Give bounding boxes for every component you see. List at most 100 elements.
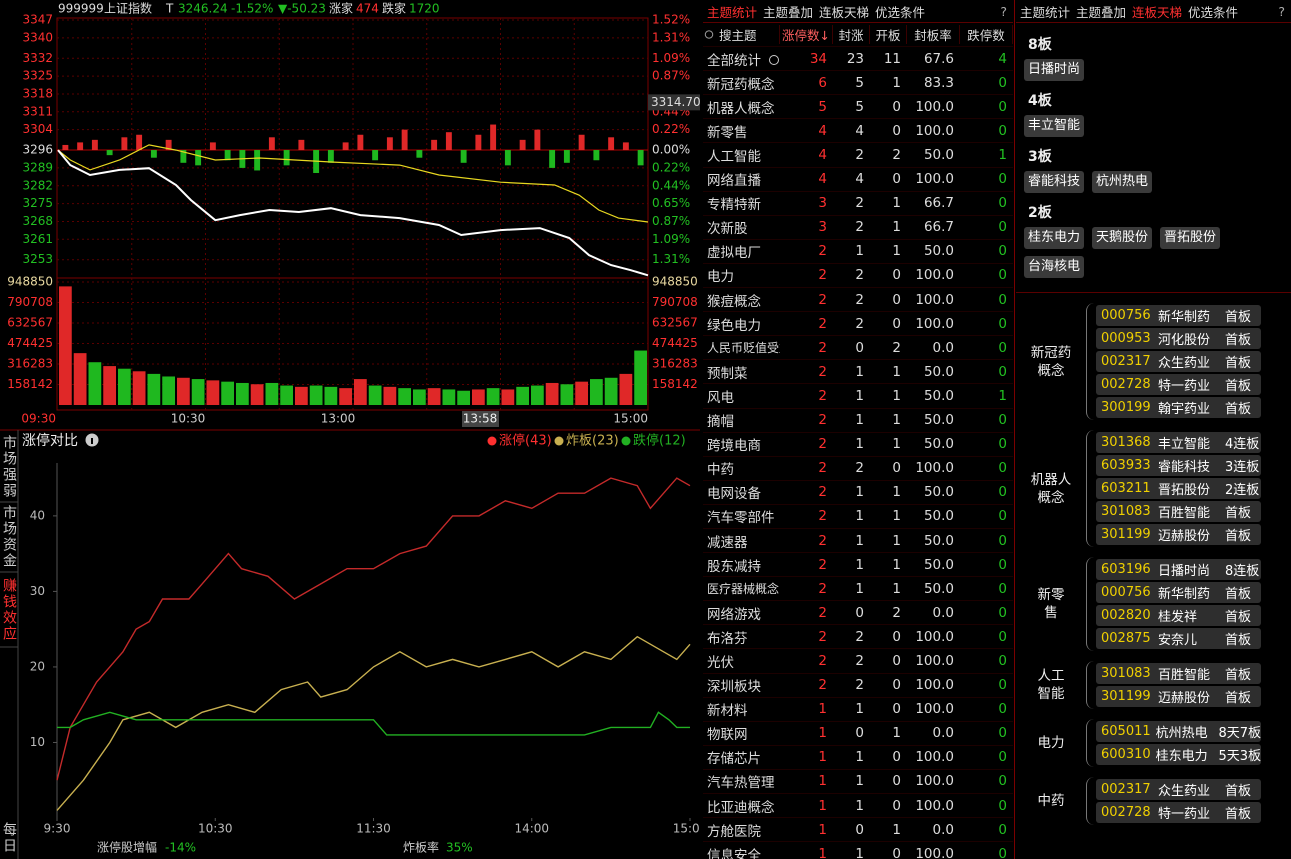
stock-chip[interactable]: 丰立智能 (1024, 115, 1085, 137)
side-tab[interactable]: 赚钱效应 (1, 578, 17, 642)
y-tick-label: 30 (30, 584, 45, 598)
table-row[interactable]: 汽车零部件 2 1 1 50.0 0 (703, 505, 1013, 529)
stock-pill[interactable]: 000756 新华制药 首板 (1096, 305, 1261, 326)
table-row[interactable]: 人民币贬值受益 2 0 2 0.0 0 (703, 336, 1013, 361)
side-tab[interactable]: 每日 (1, 822, 17, 854)
table-row[interactable]: 方舱医院 1 0 1 0.0 0 (703, 818, 1013, 843)
tab[interactable]: 主题叠加 (763, 4, 814, 20)
stock-pill[interactable]: 600310 桂东电力 5天3板 (1096, 744, 1261, 765)
cell-value: 2 (818, 387, 827, 404)
column-header[interactable]: 跌停数 (960, 25, 1013, 45)
column-header[interactable]: 封板率 (907, 25, 960, 45)
stock-pill[interactable]: 000756 新华制药 首板 (1096, 582, 1261, 603)
table-row[interactable]: 电力 2 2 0 100.0 0 (703, 264, 1013, 289)
stock-chip[interactable]: 日播时尚 (1024, 59, 1085, 81)
table-row[interactable]: 新冠药概念 6 5 1 83.3 0 (703, 71, 1013, 96)
stock-pill[interactable]: 603211 晋拓股份 2连板 (1096, 478, 1261, 499)
refresh-icon[interactable] (769, 54, 779, 65)
stock-pill[interactable]: 301083 百胜智能 首板 (1096, 501, 1261, 522)
tab[interactable]: 连板天梯 (819, 4, 870, 20)
stock-chip[interactable]: 晋拓股份 (1160, 227, 1221, 249)
help-button[interactable]: ? (1278, 3, 1285, 19)
column-header[interactable]: 开板 (870, 25, 907, 45)
stock-pill[interactable]: 002728 特一药业 首板 (1096, 374, 1261, 395)
table-row[interactable]: 跨境电商 2 1 1 50.0 0 (703, 433, 1013, 457)
tab[interactable]: 优选条件 (1188, 4, 1239, 20)
volume-bar (383, 386, 397, 405)
tab[interactable]: 连板天梯 (1132, 4, 1183, 20)
table-row[interactable]: 机器人概念 5 5 0 100.0 0 (703, 95, 1013, 120)
stock-pill[interactable]: 301083 百胜智能 首板 (1096, 663, 1261, 684)
cell-value: 0 (998, 556, 1007, 573)
stock-chip[interactable]: 桂东电力 (1024, 227, 1085, 249)
theme-name: 电网设备 (707, 486, 761, 503)
table-row[interactable]: 虚拟电厂 2 1 1 50.0 0 (703, 240, 1013, 264)
stock-pill[interactable]: 002317 众生药业 首板 (1096, 779, 1261, 800)
stock-chip[interactable]: 杭州热电 (1092, 171, 1153, 193)
stock-tag: 2连板 (1225, 483, 1260, 498)
volume-bar (472, 389, 485, 405)
cell-value: 0 (892, 628, 901, 645)
stock-chip[interactable]: 台海核电 (1024, 256, 1085, 278)
stock-pill[interactable]: 002820 桂发祥 首板 (1096, 605, 1261, 626)
cell-value: 100.0 (915, 460, 954, 477)
stock-pill[interactable]: 301368 丰立智能 4连板 (1096, 432, 1261, 453)
column-header[interactable]: 涨停数↓ (780, 25, 833, 45)
stock-pill[interactable]: 002875 安奈儿 首板 (1096, 628, 1261, 649)
table-row[interactable]: 摘帽 2 1 1 50.0 0 (703, 409, 1013, 433)
stock-chip[interactable]: 天鹅股份 (1092, 227, 1153, 249)
pct-tick-label: 1.31% (652, 252, 690, 266)
stock-pill[interactable]: 300199 翰宇药业 首板 (1096, 397, 1261, 418)
table-row[interactable]: 布洛芬 2 2 0 100.0 0 (703, 625, 1013, 650)
side-tab[interactable]: 市场强弱 (1, 434, 17, 499)
stock-chip[interactable]: 睿能科技 (1024, 171, 1085, 193)
table-row[interactable]: 网络游戏 2 0 2 0.0 0 (703, 601, 1013, 626)
stock-pill[interactable]: 000953 河化股份 首板 (1096, 328, 1261, 349)
table-row[interactable]: 信息安全 1 1 0 100.0 0 (703, 842, 1013, 859)
table-row[interactable]: 专精特新 3 2 1 66.7 0 (703, 192, 1013, 216)
table-row[interactable]: 存储芯片 1 1 0 100.0 0 (703, 746, 1013, 770)
table-row[interactable]: 新材料 1 1 0 100.0 0 (703, 698, 1013, 722)
table-row[interactable]: 新零售 4 4 0 100.0 0 (703, 119, 1013, 144)
tab[interactable]: 主题叠加 (1076, 4, 1127, 20)
table-row[interactable]: 物联网 1 0 1 0.0 0 (703, 722, 1013, 746)
footer-label: 涨停股增幅 (97, 840, 157, 855)
theme-group: 中药 002317 众生药业 首板 002728 特一药业 首板 (1016, 777, 1291, 825)
stock-pill[interactable]: 301199 迈赫股份 首板 (1096, 524, 1261, 545)
side-tab[interactable]: 市场资金 (1, 504, 17, 569)
tab[interactable]: 主题统计 (1020, 4, 1071, 20)
stock-pill[interactable]: 605011 杭州热电 8天7板 (1096, 721, 1261, 742)
table-row[interactable]: 电网设备 2 1 1 50.0 0 (703, 481, 1013, 505)
table-row[interactable]: 次新股 3 2 1 66.7 0 (703, 216, 1013, 240)
volume-bar (545, 382, 559, 405)
column-header[interactable]: 搜主题 (703, 25, 780, 45)
tab[interactable]: 主题统计 (707, 4, 758, 20)
table-row[interactable]: 网络直播 4 4 0 100.0 0 (703, 168, 1013, 192)
stock-pill[interactable]: 603196 日播时尚 8连板 (1096, 559, 1261, 580)
table-row[interactable]: 医疗器械概念 2 1 1 50.0 0 (703, 577, 1013, 602)
cell-value: 0 (998, 291, 1007, 308)
table-row[interactable]: 汽车热管理 1 1 0 100.0 0 (703, 770, 1013, 794)
table-row[interactable]: 人工智能 4 2 2 50.0 1 (703, 143, 1013, 168)
table-row[interactable]: 全部统计 34 23 11 67.6 4 (703, 47, 1013, 72)
tab[interactable]: 优选条件 (875, 4, 926, 20)
table-row[interactable]: 光伏 2 2 0 100.0 0 (703, 649, 1013, 674)
breadth-bar (563, 150, 570, 163)
table-row[interactable]: 比亚迪概念 1 1 0 100.0 0 (703, 794, 1013, 819)
table-row[interactable]: 减速器 2 1 1 50.0 0 (703, 529, 1013, 554)
table-row[interactable]: 深圳板块 2 2 0 100.0 0 (703, 674, 1013, 698)
table-row[interactable]: 预制菜 2 1 1 50.0 0 (703, 360, 1013, 385)
table-row[interactable]: 猴痘概念 2 2 0 100.0 0 (703, 288, 1013, 313)
theme-name: 方舱医院 (707, 823, 761, 840)
stock-pill[interactable]: 002728 特一药业 首板 (1096, 802, 1261, 823)
help-button[interactable]: ? (1000, 3, 1007, 19)
table-row[interactable]: 风电 2 1 1 50.0 1 (703, 384, 1013, 409)
table-row[interactable]: 绿色电力 2 2 0 100.0 0 (703, 312, 1013, 337)
stock-pill[interactable]: 603933 睿能科技 3连板 (1096, 455, 1261, 476)
stock-pill[interactable]: 301199 迈赫股份 首板 (1096, 686, 1261, 707)
breadth-bar (622, 142, 629, 151)
column-header[interactable]: 封涨 (833, 25, 870, 45)
stock-pill[interactable]: 002317 众生药业 首板 (1096, 351, 1261, 372)
table-row[interactable]: 中药 2 2 0 100.0 0 (703, 457, 1013, 481)
table-row[interactable]: 股东减持 2 1 1 50.0 0 (703, 553, 1013, 578)
